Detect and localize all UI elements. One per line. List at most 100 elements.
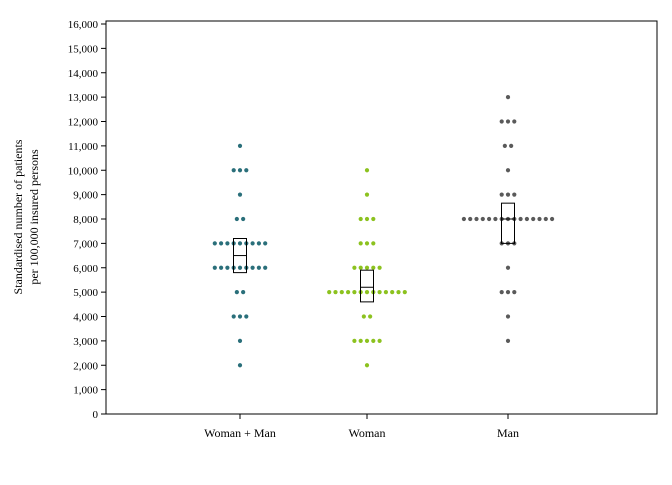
data-point <box>377 338 382 343</box>
data-point <box>543 216 548 222</box>
data-point <box>364 168 370 173</box>
x-category-label: Woman <box>348 426 385 440</box>
y-axis-title-line-1: Standardised number of patients <box>11 139 25 294</box>
data-point <box>364 338 370 343</box>
data-point <box>352 265 357 270</box>
data-point <box>241 290 246 295</box>
data-point <box>368 314 373 319</box>
data-point <box>474 216 479 222</box>
data-point <box>487 216 492 222</box>
data-point <box>499 290 504 295</box>
data-point <box>505 95 511 100</box>
data-point <box>480 216 485 222</box>
data-point <box>237 338 243 343</box>
y-tick-label: 0 <box>93 409 99 421</box>
data-point <box>493 216 498 222</box>
data-point <box>237 192 243 197</box>
data-point <box>256 265 261 270</box>
y-tick-label: 1,000 <box>73 385 98 397</box>
data-point <box>383 290 388 295</box>
data-point <box>352 338 357 343</box>
y-tick-label: 4,000 <box>73 312 98 324</box>
y-tick-label: 8,000 <box>73 214 98 226</box>
data-point <box>225 265 230 270</box>
x-category-label: Woman + Man <box>204 426 276 440</box>
data-point <box>237 363 243 368</box>
summary-box <box>501 202 515 244</box>
y-tick-label: 11,000 <box>68 141 98 153</box>
y-tick-label: 2,000 <box>73 360 98 372</box>
data-point <box>512 192 517 197</box>
summary-box <box>360 269 374 303</box>
y-tick-label: 9,000 <box>73 190 98 202</box>
data-point <box>250 265 255 270</box>
data-point <box>244 314 249 319</box>
data-point <box>364 192 370 197</box>
data-point <box>339 290 344 295</box>
data-point <box>256 241 261 246</box>
data-point <box>231 314 236 319</box>
data-point <box>364 363 370 368</box>
data-point <box>524 216 530 222</box>
data-point <box>212 241 217 246</box>
data-point <box>346 290 351 295</box>
y-tick-label: 7,000 <box>73 238 98 250</box>
data-point <box>505 168 511 173</box>
data-point <box>505 314 511 319</box>
y-tick-label: 13,000 <box>68 92 99 104</box>
data-point <box>509 143 514 148</box>
data-point <box>241 216 246 222</box>
data-point <box>327 290 332 295</box>
data-point <box>364 265 370 270</box>
data-point <box>352 290 357 295</box>
data-point <box>371 265 376 270</box>
data-point <box>219 265 224 270</box>
data-point <box>263 241 268 246</box>
data-point <box>396 290 401 295</box>
data-point <box>505 265 511 270</box>
data-point <box>263 265 268 270</box>
data-point <box>361 314 366 319</box>
data-point <box>505 192 511 197</box>
data-point <box>237 168 243 173</box>
data-point <box>358 241 363 246</box>
data-point <box>377 265 382 270</box>
data-point <box>499 119 504 124</box>
data-point <box>358 265 363 270</box>
y-tick-label: 14,000 <box>68 68 99 80</box>
data-point <box>244 168 249 173</box>
data-point <box>537 216 542 222</box>
data-point <box>402 290 407 295</box>
data-point <box>502 143 507 148</box>
data-point <box>371 216 376 222</box>
data-point <box>231 168 236 173</box>
data-point <box>237 314 243 319</box>
y-tick-label: 15,000 <box>68 43 99 55</box>
data-point <box>499 192 504 197</box>
data-point <box>531 216 536 222</box>
data-point <box>364 290 370 295</box>
data-point <box>364 241 370 246</box>
data-point <box>333 290 338 295</box>
x-category-label: Man <box>497 426 519 440</box>
y-tick-label: 12,000 <box>68 117 99 129</box>
data-point <box>505 338 511 343</box>
data-point <box>377 290 382 295</box>
data-point <box>371 241 376 246</box>
data-point <box>371 338 376 343</box>
data-point <box>550 216 555 222</box>
data-point <box>237 265 243 270</box>
data-point <box>250 241 255 246</box>
data-point <box>461 216 466 222</box>
data-point <box>390 290 395 295</box>
y-tick-label: 6,000 <box>73 263 98 275</box>
y-tick-label: 16,000 <box>68 19 99 31</box>
y-tick-label: 5,000 <box>73 287 98 299</box>
data-point <box>364 216 370 222</box>
data-point <box>512 119 517 124</box>
data-point <box>505 290 511 295</box>
data-point <box>505 119 511 124</box>
y-tick-label: 10,000 <box>68 165 99 177</box>
